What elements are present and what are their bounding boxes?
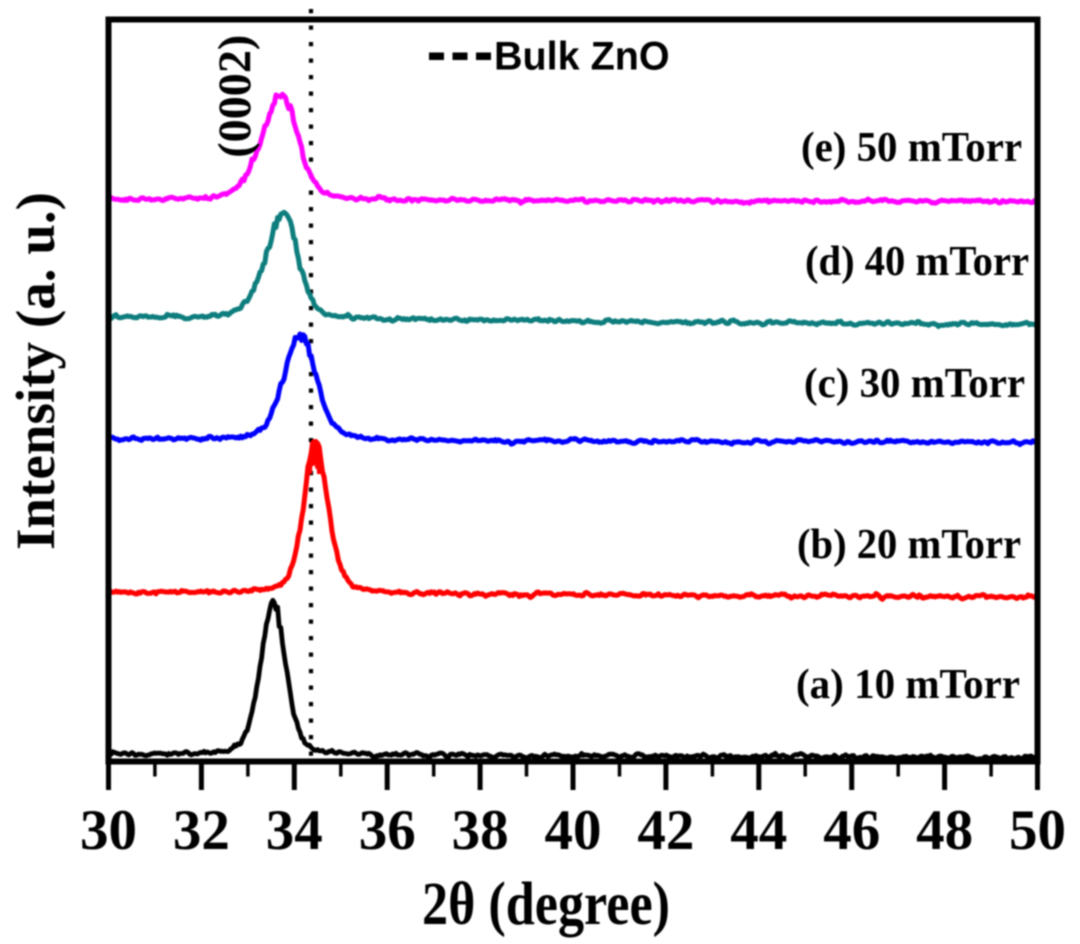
svg-text:(e) 50 mTorr: (e) 50 mTorr: [801, 125, 1022, 171]
svg-text:34: 34: [266, 799, 323, 862]
svg-text:36: 36: [359, 799, 416, 862]
svg-text:46: 46: [823, 799, 880, 862]
svg-text:30: 30: [80, 799, 137, 862]
svg-text:40: 40: [545, 799, 602, 862]
svg-text:38: 38: [452, 799, 509, 862]
svg-text:Intensity (a. u.): Intensity (a. u.): [5, 192, 66, 550]
svg-text:(d) 40 mTorr: (d) 40 mTorr: [805, 239, 1029, 285]
svg-text:32: 32: [173, 799, 230, 862]
svg-text:48: 48: [916, 799, 973, 862]
svg-text:Bulk ZnO: Bulk ZnO: [494, 35, 670, 79]
svg-text:(a) 10 mTorr: (a) 10 mTorr: [796, 662, 1020, 708]
svg-text:2θ (degree): 2θ (degree): [422, 871, 670, 938]
svg-text:(c) 30 mTorr: (c) 30 mTorr: [804, 361, 1025, 407]
svg-text:(0002): (0002): [209, 35, 261, 158]
svg-text:42: 42: [637, 799, 694, 862]
svg-text:(b) 20 mTorr: (b) 20 mTorr: [797, 522, 1021, 568]
svg-text:50: 50: [1009, 799, 1066, 862]
svg-text:44: 44: [730, 799, 787, 862]
